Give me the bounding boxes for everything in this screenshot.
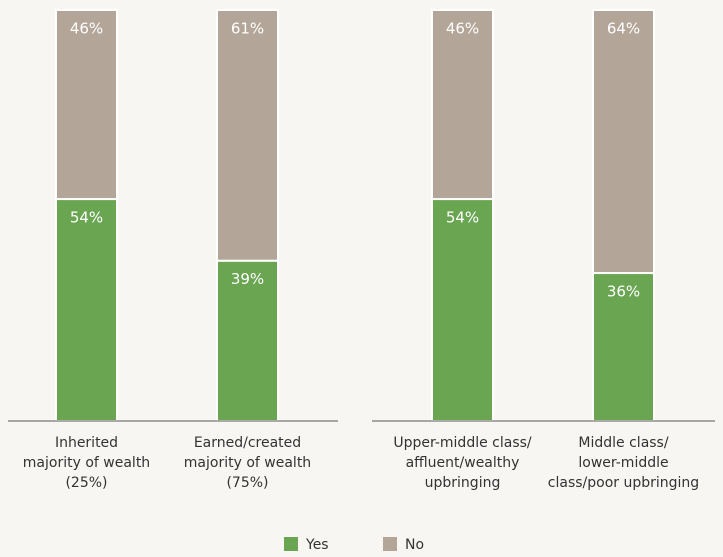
legend-label: No: [405, 537, 424, 553]
value-label: 36%: [607, 283, 640, 301]
x-tick-label: Inherited: [55, 435, 118, 451]
x-tick-label: affluent/wealthy: [406, 455, 520, 471]
legend-label: Yes: [305, 537, 329, 553]
bar-segment: [55, 198, 118, 422]
value-label: 54%: [70, 209, 103, 227]
bar-segment: [216, 9, 279, 262]
x-tick-label: Middle class/: [578, 435, 668, 451]
x-tick-label: majority of wealth: [23, 455, 150, 471]
x-tick-label: (25%): [65, 475, 107, 491]
bar-segment: [431, 9, 494, 201]
bar-segment: [55, 9, 118, 201]
x-tick-label: class/poor upbringing: [548, 475, 699, 491]
bar-segment: [592, 272, 655, 423]
x-tick-label: majority of wealth: [184, 455, 311, 471]
x-tick-label: upbringing: [425, 475, 501, 491]
value-label: 54%: [446, 209, 479, 227]
bar-segment: [592, 9, 655, 275]
x-tick-label: lower-middle: [578, 455, 668, 471]
value-label: 61%: [231, 20, 264, 38]
bar-segment: [431, 198, 494, 422]
legend-swatch: [284, 537, 298, 551]
value-label: 46%: [70, 20, 103, 38]
bar-segment: [216, 259, 279, 422]
value-label: 64%: [607, 20, 640, 38]
x-tick-label: (75%): [226, 475, 268, 491]
x-tick-label: Earned/created: [194, 435, 301, 451]
x-tick-label: Upper-middle class/: [393, 435, 532, 451]
value-label: 39%: [231, 270, 264, 288]
legend-swatch: [383, 537, 397, 551]
value-label: 46%: [446, 20, 479, 38]
